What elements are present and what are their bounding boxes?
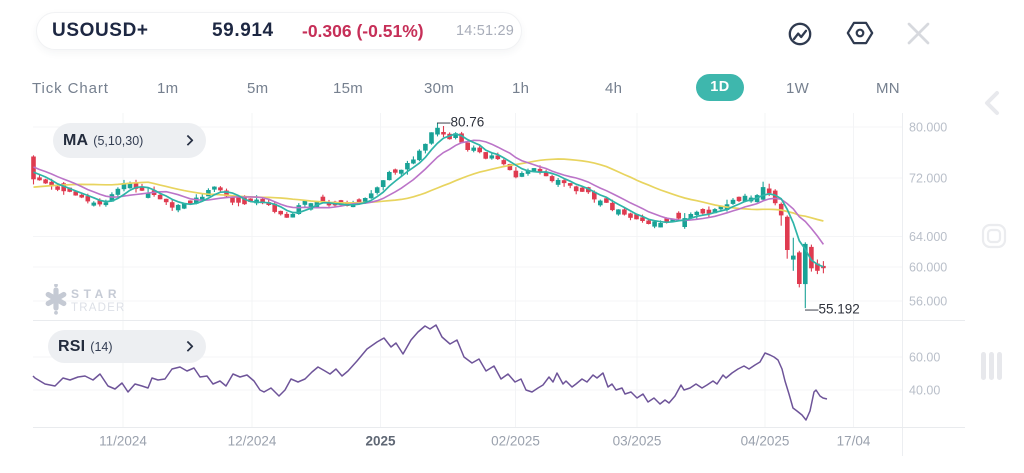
svg-text:11/2024: 11/2024 bbox=[99, 434, 147, 449]
svg-text:—55.192: —55.192 bbox=[805, 302, 860, 317]
svg-text:03/2025: 03/2025 bbox=[613, 434, 662, 449]
svg-text:—80.76: —80.76 bbox=[437, 115, 484, 130]
svg-text:60.000: 60.000 bbox=[909, 261, 947, 275]
svg-text:80.000: 80.000 bbox=[909, 121, 947, 135]
svg-text:72.000: 72.000 bbox=[909, 172, 947, 186]
svg-text:02/2025: 02/2025 bbox=[491, 434, 540, 449]
svg-text:12/2024: 12/2024 bbox=[228, 434, 277, 449]
svg-text:17/04: 17/04 bbox=[837, 434, 871, 449]
svg-text:64.000: 64.000 bbox=[909, 230, 947, 244]
svg-text:TRADER: TRADER bbox=[71, 302, 125, 314]
svg-text:56.000: 56.000 bbox=[909, 295, 947, 309]
svg-text:60.00: 60.00 bbox=[909, 351, 940, 365]
svg-text:40.00: 40.00 bbox=[909, 384, 940, 398]
svg-text:04/2025: 04/2025 bbox=[741, 434, 790, 449]
svg-text:STAR: STAR bbox=[71, 287, 121, 301]
svg-text:2025: 2025 bbox=[365, 434, 396, 449]
